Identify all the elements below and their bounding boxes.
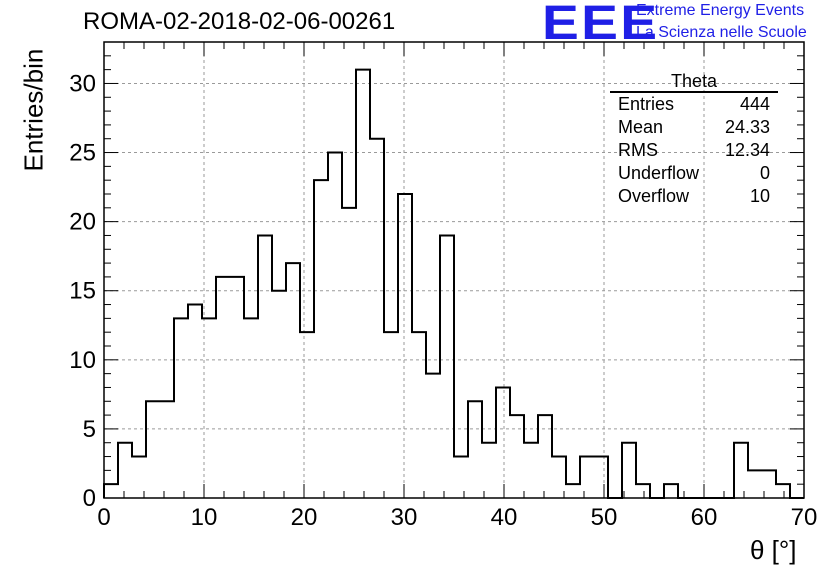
- stats-row-overflow: Overflow 10: [610, 185, 778, 208]
- histogram-bin: [566, 484, 580, 498]
- histogram-bin: [510, 415, 524, 498]
- stats-value: 0: [759, 163, 770, 183]
- x-axis-label: θ [°]: [750, 535, 797, 565]
- run-title: ROMA-02-2018-02-06-00261: [83, 8, 396, 35]
- stats-value: 10: [749, 186, 770, 206]
- x-tick-label: 40: [491, 504, 518, 531]
- stats-box: Theta Entries 444 Mean 24.33 RMS 12.34 U…: [610, 71, 778, 208]
- stats-label: Entries: [618, 94, 675, 114]
- histogram-bin: [132, 457, 146, 498]
- histogram-bin: [454, 457, 468, 498]
- histogram-bin: [622, 443, 636, 498]
- histogram-bin: [188, 305, 202, 498]
- histogram-bin: [734, 443, 748, 498]
- histogram-bin: [538, 415, 552, 498]
- plot-frame: [103, 41, 805, 499]
- histogram-bin: [202, 318, 216, 498]
- x-tick-label: 70: [791, 504, 818, 531]
- histogram-bin: [762, 470, 776, 498]
- histogram-bin: [174, 318, 188, 498]
- histogram-bin: [580, 457, 594, 498]
- histogram-bin: [440, 235, 454, 498]
- stats-value: 12.34: [724, 140, 770, 160]
- stats-label: Underflow: [618, 163, 700, 183]
- x-tick-label: 50: [591, 504, 618, 531]
- stats-value: 444: [739, 94, 770, 114]
- stats-row-underflow: Underflow 0: [610, 162, 778, 185]
- histogram-bin: [272, 291, 286, 498]
- histogram-bin: [342, 208, 356, 498]
- y-tick-label: 0: [83, 485, 96, 512]
- stats-label: Mean: [618, 117, 664, 137]
- x-tick-label: 0: [97, 504, 110, 531]
- stats-title: Theta: [610, 71, 778, 93]
- histogram-bin: [552, 457, 566, 498]
- stats-label: Overflow: [618, 186, 690, 206]
- histogram-bin: [356, 70, 370, 498]
- x-tick-label: 20: [291, 504, 318, 531]
- y-axis-label: Entries/bin: [18, 48, 49, 172]
- histogram-bin: [776, 484, 790, 498]
- logo-subtitle-line1: Extreme Energy Events: [636, 2, 805, 19]
- x-tick-label: 60: [691, 504, 718, 531]
- histogram-bin: [328, 153, 342, 498]
- eee-logo: EEE: [542, 0, 660, 50]
- histogram-bin: [216, 277, 230, 498]
- stats-row-mean: Mean 24.33: [610, 116, 778, 139]
- histogram-bin: [244, 318, 258, 498]
- histogram-bin: [286, 263, 300, 498]
- stats-label: RMS: [618, 140, 658, 160]
- stats-value: 24.33: [724, 117, 770, 137]
- histogram-bin: [104, 484, 118, 498]
- histogram-bin: [636, 484, 650, 498]
- histogram-bin: [258, 235, 272, 498]
- histogram-bin: [482, 443, 496, 498]
- histogram-bin: [468, 401, 482, 498]
- histogram-bin: [300, 332, 314, 498]
- y-tick-label: 10: [69, 347, 96, 374]
- histogram-bin: [314, 180, 328, 498]
- stats-row-rms: RMS 12.34: [610, 139, 778, 162]
- x-tick-label: 10: [191, 504, 218, 531]
- histogram-bin: [524, 443, 538, 498]
- x-tick-label: 30: [391, 504, 418, 531]
- histogram-bin: [594, 457, 608, 498]
- histogram-bin: [230, 277, 244, 498]
- histogram-bin: [748, 470, 762, 498]
- histogram-bin: [412, 332, 426, 498]
- y-tick-label: 15: [69, 278, 96, 305]
- y-tick-label: 5: [83, 416, 96, 443]
- y-tick-label: 20: [69, 209, 96, 236]
- histogram-series-line: [103, 68, 804, 499]
- histogram-bin: [146, 401, 160, 498]
- y-tick-label: 30: [69, 70, 96, 97]
- histogram-bin: [496, 387, 510, 498]
- histogram-bin: [370, 139, 384, 498]
- histogram-bin: [426, 374, 440, 498]
- histogram-bin: [664, 484, 678, 498]
- y-tick-label: 25: [69, 140, 96, 167]
- histogram-bin: [384, 332, 398, 498]
- histogram-bin: [118, 443, 132, 498]
- histogram-bin: [160, 401, 174, 498]
- histogram-bin: [398, 194, 412, 498]
- stats-row-entries: Entries 444: [610, 93, 778, 116]
- logo-subtitle-line2: La Scienza nelle Scuole: [636, 24, 807, 41]
